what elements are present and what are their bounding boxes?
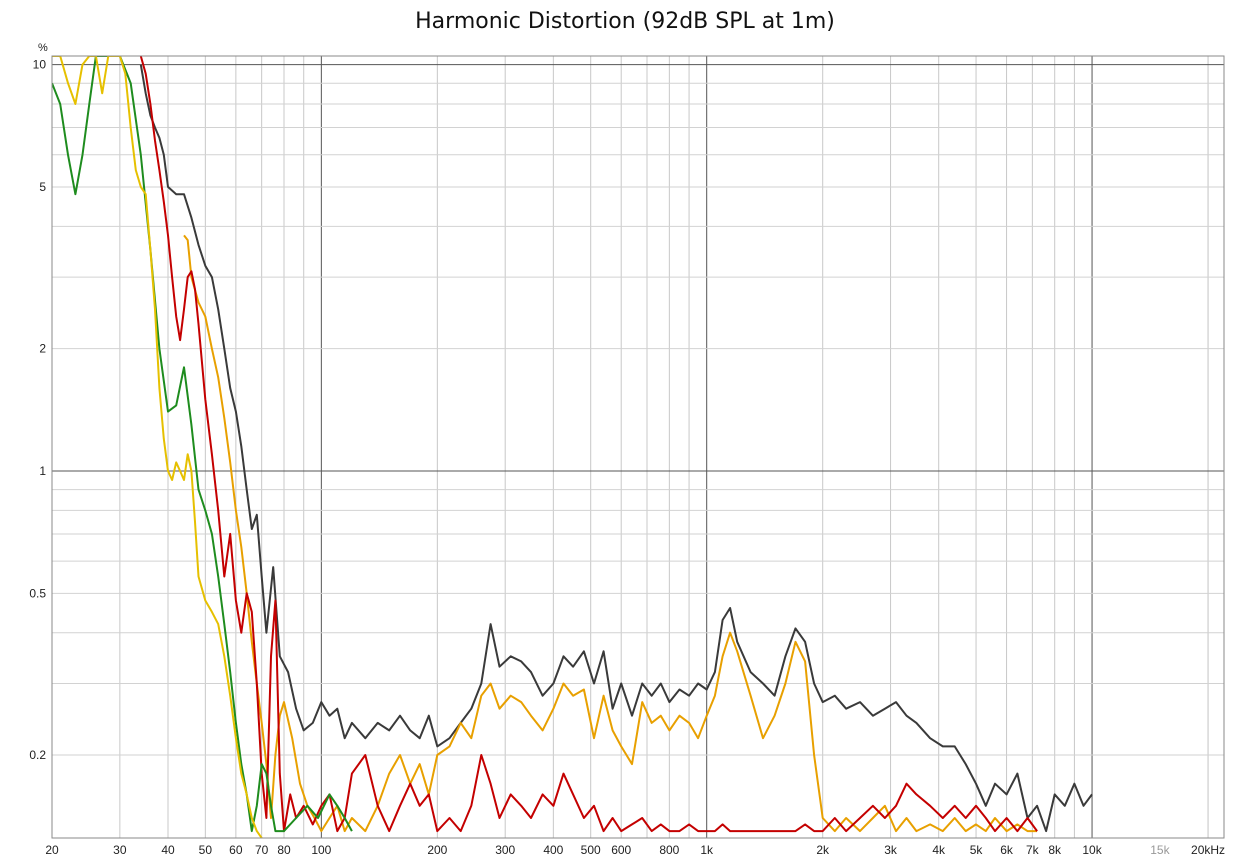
x-tick-label: 600 <box>611 843 631 857</box>
x-tick-label: 400 <box>543 843 563 857</box>
plot-background <box>52 56 1224 838</box>
x-tick-label: 8k <box>1048 843 1062 857</box>
x-tick-label: 60 <box>229 843 243 857</box>
series-line-4 <box>52 56 353 833</box>
x-tick-label: 4k <box>932 843 946 857</box>
x-tick-label: 200 <box>427 843 447 857</box>
y-tick-label: 0.5 <box>29 586 46 600</box>
x-tick-label: 50 <box>199 843 213 857</box>
x-tick-label: 800 <box>659 843 679 857</box>
y-tick-label: 0.2 <box>29 748 46 762</box>
x-tick-label: 2k <box>816 843 830 857</box>
series-line-5 <box>52 56 263 838</box>
series-line-1 <box>139 64 1093 833</box>
x-tick-label: 15k <box>1150 843 1170 857</box>
grid <box>51 56 1224 838</box>
y-tick-label: 2 <box>39 342 46 356</box>
x-tick-label: 3k <box>884 843 898 857</box>
x-tick-label: 40 <box>161 843 175 857</box>
x-tick-label: 70 <box>255 843 269 857</box>
plot-frame <box>51 55 1225 839</box>
x-tick-label: 80 <box>277 843 291 857</box>
y-tick-label: 5 <box>39 180 46 194</box>
x-tick-label: 20 <box>45 843 59 857</box>
x-tick-label: 10k <box>1082 843 1102 857</box>
x-tick-label: 300 <box>495 843 515 857</box>
series-line-3 <box>139 56 1038 833</box>
tick-labels: 20 30 40 50 60 70 80 100 200 300 400 500 600 800 1k 2k 3… <box>29 58 1225 857</box>
x-tick-label: 100 <box>311 843 331 857</box>
series-lines <box>52 56 1093 838</box>
y-axis-unit: % <box>38 42 48 54</box>
y-tick-label: 1 <box>39 464 46 478</box>
y-tick-label: 10 <box>33 58 47 72</box>
x-tick-label: 1k <box>700 843 714 857</box>
x-tick-label: 20kHz <box>1191 843 1225 857</box>
x-tick-label: 500 <box>581 843 601 857</box>
x-tick-label: 6k <box>1000 843 1014 857</box>
chart-title: Harmonic Distortion (92dB SPL at 1m) <box>415 9 835 34</box>
x-tick-label: 5k <box>970 843 984 857</box>
x-tick-label: 30 <box>113 843 127 857</box>
x-tick-label: 7k <box>1026 843 1040 857</box>
